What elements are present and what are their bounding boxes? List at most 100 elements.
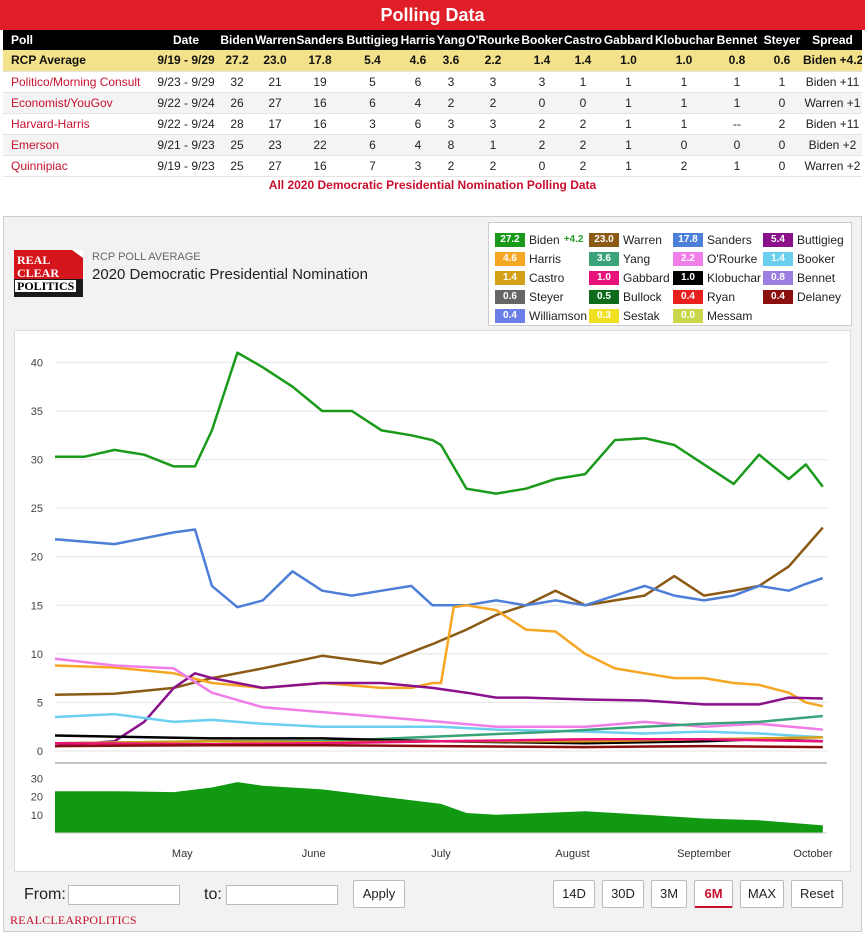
table-cell: 0.6: [761, 50, 803, 72]
legend-swatch: 0.8: [763, 270, 793, 285]
legend-item[interactable]: 0.4 Delaney: [763, 289, 841, 305]
column-header: Date: [153, 30, 219, 50]
range-button-14d[interactable]: 14D: [553, 880, 595, 908]
poll-name-cell: Politico/Morning Consult: [3, 71, 153, 93]
series-line-warren: [54, 526, 824, 696]
table-cell: 17: [255, 113, 295, 135]
table-cell: --: [713, 113, 761, 135]
poll-link[interactable]: Harvard-Harris: [11, 116, 90, 131]
legend-swatch: 0.5: [589, 289, 619, 304]
all-polling-data-link[interactable]: All 2020 Democratic Presidential Nominat…: [268, 178, 597, 192]
table-cell: 0: [761, 134, 803, 156]
footer-brand: REALCLEARPOLITICS: [10, 913, 137, 927]
poll-link[interactable]: Emerson: [11, 137, 60, 152]
legend-label: Klobuchar: [707, 270, 762, 285]
table-cell: Biden +11: [803, 113, 862, 135]
rcp-average-row: RCP Average 9/19 - 9/29 27.2 23.0 17.8 5.4 4.6…: [3, 50, 862, 72]
series-line-orourke: [54, 657, 823, 731]
x-month-label: October: [793, 848, 832, 860]
table-cell: 16: [295, 92, 345, 114]
table-cell: 3: [345, 113, 400, 135]
legend-item[interactable]: 0.0 Messam: [673, 308, 752, 324]
column-header: Steyer: [761, 30, 803, 50]
table-cell: Biden +4.2: [803, 50, 862, 72]
poll-name-cell: Economist/YouGov: [3, 92, 153, 114]
poll-link[interactable]: Politico/Morning Consult: [11, 74, 141, 89]
table-cell: 0: [655, 134, 713, 156]
legend-swatch: 0.0: [673, 308, 703, 323]
x-month-label: June: [302, 848, 326, 860]
poll-row: Politico/Morning Consult 9/23 - 9/29 32 21 1…: [3, 71, 862, 93]
logo-text-politics: POLITICS: [15, 279, 77, 293]
legend-item[interactable]: 4.6 Harris: [495, 251, 561, 267]
legend-item[interactable]: 0.6 Steyer: [495, 289, 564, 305]
legend-item[interactable]: 0.3 Sestak: [589, 308, 660, 324]
legend-item[interactable]: 5.4 Buttigieg: [763, 232, 844, 248]
legend-item[interactable]: 0.5 Bullock: [589, 289, 662, 305]
table-cell: 5.4: [345, 50, 400, 72]
poll-link[interactable]: Economist/YouGov: [11, 95, 113, 110]
column-header: Bennet: [713, 30, 761, 50]
to-date-input[interactable]: [226, 885, 338, 905]
poll-name-cell: Emerson: [3, 134, 153, 156]
chart-panel: REAL CLEAR POLITICS RCP POLL AVERAGE 202…: [3, 216, 862, 932]
table-cell: 27: [255, 92, 295, 114]
y-tick-label: 0: [37, 746, 43, 758]
range-button-3m[interactable]: 3M: [651, 880, 687, 908]
table-cell: 9/22 - 9/24: [153, 113, 219, 135]
legend-item[interactable]: 23.0 Warren: [589, 232, 662, 248]
from-date-input[interactable]: [68, 885, 180, 905]
legend-item[interactable]: 1.0 Gabbard: [589, 270, 670, 286]
range-button-6m[interactable]: 6M: [694, 880, 733, 908]
table-cell: 2: [466, 155, 520, 177]
table-cell: 1: [713, 71, 761, 93]
chart-title: 2020 Democratic Presidential Nomination: [92, 266, 368, 283]
table-cell: 0: [761, 155, 803, 177]
column-header: Klobuchar: [655, 30, 714, 50]
table-cell: 9/19 - 9/23: [153, 155, 219, 177]
legend-item[interactable]: 0.4 Williamson: [495, 308, 587, 324]
legend-item[interactable]: 3.6 Yang: [589, 251, 650, 267]
table-cell: 0: [564, 92, 602, 114]
legend-swatch: 0.4: [673, 289, 703, 304]
y-tick-label: 10: [31, 649, 43, 661]
table-cell: 3: [436, 71, 466, 93]
table-cell: 17.8: [295, 50, 345, 72]
table-cell: 9/21 - 9/23: [153, 134, 219, 156]
legend-item[interactable]: 0.4 Ryan: [673, 289, 735, 305]
legend-swatch: 1.0: [673, 270, 703, 285]
table-cell: 1: [655, 92, 713, 114]
table-cell: 19: [295, 71, 345, 93]
table-cell: 4.6: [400, 50, 436, 72]
legend-item[interactable]: 1.4 Booker: [763, 251, 835, 267]
legend-item[interactable]: 27.2 Biden +4.2: [495, 232, 583, 248]
legend-item[interactable]: 2.2 O'Rourke: [673, 251, 757, 267]
poll-row: Emerson 9/21 - 9/23 25 23 22 6 4 8 1 2 2 1 0 0 0 Biden …: [3, 134, 862, 156]
column-header: Castro: [564, 30, 602, 50]
legend-item[interactable]: 1.4 Castro: [495, 270, 564, 286]
apply-button[interactable]: Apply: [353, 880, 405, 908]
plot-area[interactable]: 0 5 10 15 20 25 30 35 40 10 20 30 May June July August S…: [14, 330, 851, 872]
table-cell: 25: [219, 155, 255, 177]
chart-legend: 27.2 Biden +4.2 23.0 Warren 17.8 Sanders 5.4 But…: [488, 222, 852, 326]
table-cell: 6: [345, 92, 400, 114]
legend-swatch: 0.4: [495, 308, 525, 323]
poll-link[interactable]: Quinnipiac: [11, 158, 68, 173]
poll-row: Quinnipiac 9/19 - 9/23 25 27 16 7 3 2 2 0 2 1 2 1 0 War…: [3, 155, 862, 177]
range-button-reset[interactable]: Reset: [791, 880, 843, 908]
navigator-area: [55, 782, 823, 833]
table-cell: 2: [466, 92, 520, 114]
legend-item[interactable]: 0.8 Bennet: [763, 270, 835, 286]
legend-label: Williamson: [529, 308, 588, 323]
table-cell: 2: [564, 155, 602, 177]
table-cell: 1: [761, 71, 803, 93]
range-button-30d[interactable]: 30D: [602, 880, 644, 908]
column-header: Warren: [255, 30, 296, 50]
range-button-max[interactable]: MAX: [740, 880, 784, 908]
legend-swatch: 1.4: [763, 251, 793, 266]
table-cell: 1: [602, 71, 655, 93]
table-cell: 2: [436, 92, 466, 114]
legend-item[interactable]: 1.0 Klobuchar: [673, 270, 761, 286]
polling-data-title: Polling Data: [0, 0, 865, 30]
legend-item[interactable]: 17.8 Sanders: [673, 232, 752, 248]
